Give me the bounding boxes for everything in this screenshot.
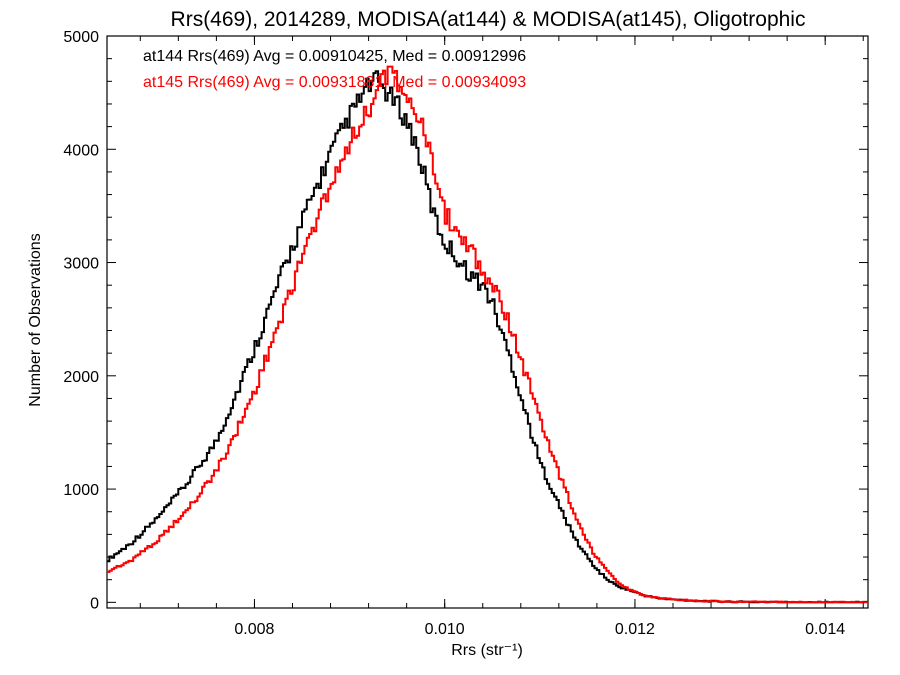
y-tick-label: 2000 — [63, 369, 99, 386]
x-tick-label: 0.012 — [615, 621, 655, 638]
y-tick-label: 3000 — [63, 256, 99, 273]
y-tick-label: 1000 — [63, 482, 99, 499]
plot-frame — [106, 35, 869, 609]
legend-entry-1: at144 Rrs(469) Avg = 0.00910425, Med = 0… — [143, 48, 526, 65]
legend: at144 Rrs(469) Avg = 0.00910425, Med = 0… — [143, 48, 526, 91]
legend-entry-2: at145 Rrs(469) Avg = 0.00931881, Med = 0… — [143, 74, 526, 91]
series-layer — [107, 65, 868, 604]
x-axis-label: Rrs (str⁻¹) — [451, 642, 523, 659]
y-tick-label: 4000 — [63, 142, 99, 159]
axis-ticks: 0.008 0.010 0.012 0.014 0 1000 2000 3000 4000 500… — [63, 29, 868, 638]
series-line-1 — [107, 70, 868, 604]
y-tick-label: 5000 — [63, 29, 99, 46]
x-tick-label: 0.014 — [805, 621, 845, 638]
x-tick-label: 0.008 — [234, 621, 274, 638]
plot-border — [106, 35, 869, 609]
y-tick-label: 0 — [90, 595, 99, 612]
series-line-2 — [107, 65, 868, 604]
y-axis-label: Number of Observations — [27, 233, 44, 406]
chart-title: Rrs(469), 2014289, MODISA(at144) & MODIS… — [171, 8, 806, 31]
x-tick-label: 0.010 — [425, 621, 465, 638]
